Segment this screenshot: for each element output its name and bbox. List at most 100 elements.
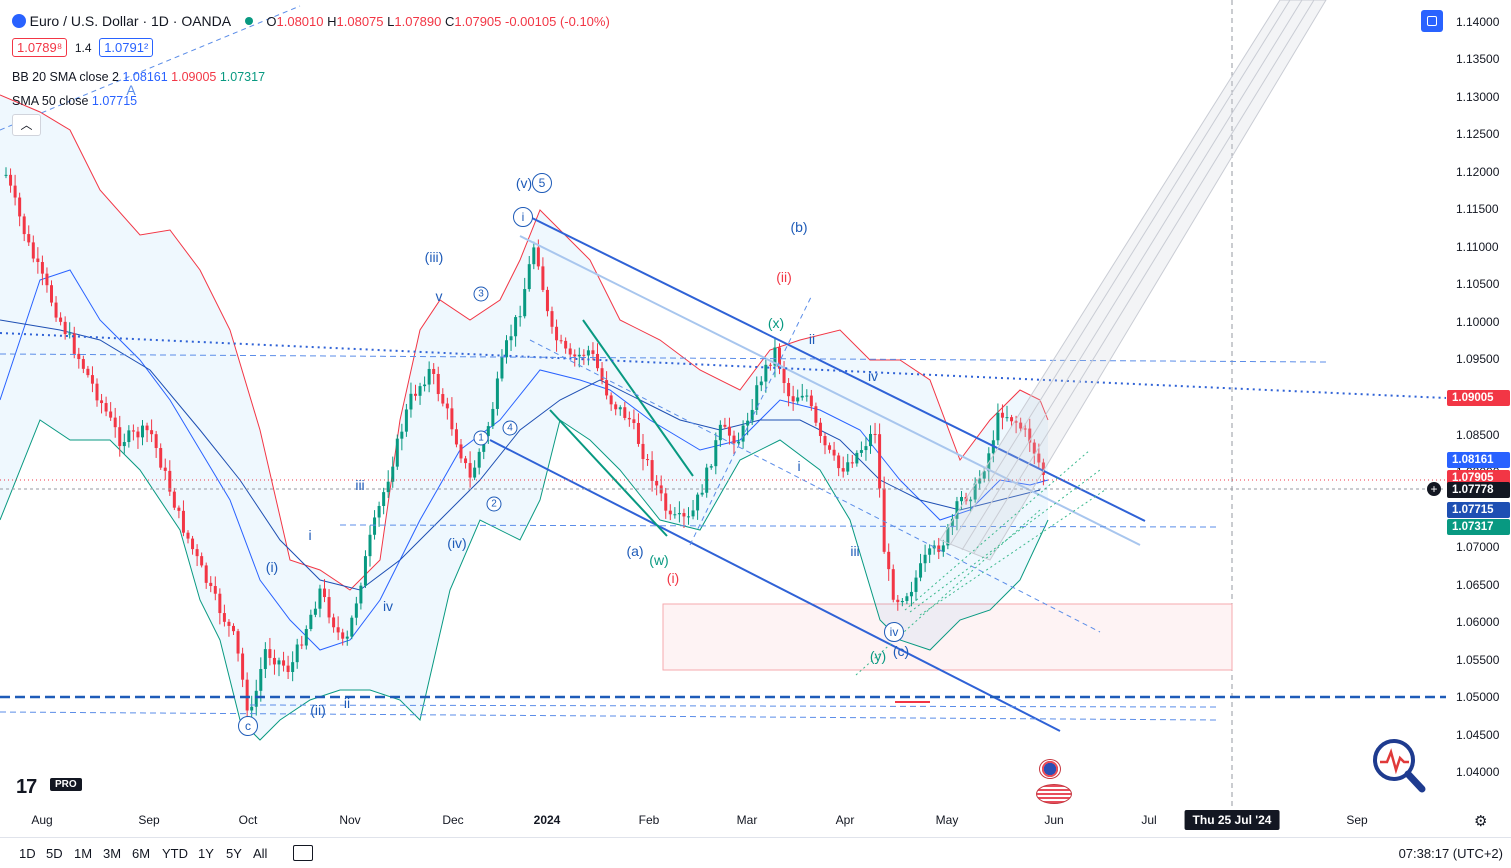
candle-body <box>77 353 81 360</box>
candle-body <box>514 317 518 337</box>
event-flag-icon[interactable] <box>1036 784 1072 804</box>
candle-body <box>837 455 841 469</box>
time-tick: Nov <box>339 813 361 827</box>
object-tree-button[interactable] <box>1421 10 1443 32</box>
timeframe-1d[interactable]: 1D <box>19 846 36 861</box>
candle-body <box>1023 428 1027 430</box>
price-axis[interactable]: 1.14000 1.13500 1.13000 1.12500 1.12000 1.115… <box>1446 0 1511 808</box>
candle-body <box>696 494 700 511</box>
price-tick: 1.08500 <box>1456 428 1500 442</box>
candle-body <box>300 644 304 646</box>
candle-body <box>937 545 941 552</box>
candle-body <box>186 532 190 539</box>
candle-body <box>759 381 763 386</box>
collapse-legend-button[interactable]: ︿ <box>12 114 41 136</box>
candle-body <box>518 316 522 318</box>
close-value: 1.07905 <box>454 14 502 29</box>
candle-body <box>882 488 886 552</box>
gear-icon[interactable]: ⚙ <box>1474 813 1488 830</box>
candle-body <box>209 582 213 587</box>
symbol-title[interactable]: Euro / U.S. Dollar · 1D · OANDA <box>29 13 232 29</box>
candle-body <box>573 354 577 357</box>
candle-body <box>960 496 963 502</box>
candle-body <box>464 458 468 464</box>
price-tick: 1.07000 <box>1456 540 1500 554</box>
timeframe-all[interactable]: All <box>253 846 268 861</box>
candle-body <box>859 450 863 453</box>
bb-legend[interactable]: BB 20 SMA close 2 1.08161 1.09005 1.0731… <box>12 70 265 84</box>
circled-label: 4 <box>502 420 518 436</box>
buy-button[interactable]: 1.0791² <box>99 38 154 57</box>
candle-body <box>477 451 481 468</box>
candle-body <box>973 483 977 500</box>
wave-label: iii <box>850 543 860 559</box>
candle-body <box>100 400 104 404</box>
candle-body <box>436 373 440 395</box>
candle-body <box>163 467 167 471</box>
market-status-icon <box>244 17 253 25</box>
price-tick: 1.14000 <box>1456 15 1500 29</box>
candle-body <box>682 513 686 517</box>
candle-body <box>646 459 650 461</box>
wave-label: (iii) <box>424 249 444 265</box>
timeframe-1m[interactable]: 1M <box>74 846 93 861</box>
price-tick: 1.06000 <box>1456 615 1500 629</box>
candle-body <box>350 617 354 637</box>
candle-body <box>113 417 117 428</box>
candle-body <box>40 262 44 274</box>
candle-body <box>50 285 53 303</box>
candle-body <box>395 438 399 467</box>
sma-legend[interactable]: SMA 50 close 1.07715 <box>12 94 137 108</box>
crosshair-plus-icon[interactable]: + <box>1427 482 1441 496</box>
timeframe-5y[interactable]: 5Y <box>226 846 242 861</box>
candle-body <box>650 460 654 481</box>
event-flag-icon[interactable] <box>1039 759 1061 779</box>
candle-body <box>559 340 563 342</box>
candle-body <box>59 317 63 322</box>
chevron-up-icon: ︿ <box>20 118 33 132</box>
timeframe-5d[interactable]: 5D <box>46 846 63 861</box>
candle-body <box>36 258 40 263</box>
sell-button[interactable]: 1.0789⁸ <box>12 38 68 57</box>
candle-body <box>946 527 950 546</box>
timezone-clock[interactable]: 07:38:17 (UTC+2) <box>1398 846 1503 861</box>
candle-body <box>941 545 945 552</box>
candle-body <box>336 627 340 633</box>
candle-body <box>536 247 540 267</box>
timeframe-1y[interactable]: 1Y <box>198 846 214 861</box>
candle-body <box>950 518 954 528</box>
circled-label: c <box>238 716 258 736</box>
timeframe-6m[interactable]: 6M <box>132 846 151 861</box>
dashed-trend-top <box>0 5 301 131</box>
candle-body <box>577 354 581 357</box>
bollinger-band-fill <box>0 95 1048 740</box>
candle-body <box>723 424 727 427</box>
time-axis[interactable]: Aug Sep Oct Nov Dec 2024 Feb Mar Apr May… <box>0 808 1446 836</box>
candle-body <box>172 491 176 508</box>
candle-body <box>800 395 804 398</box>
candle-body <box>677 513 681 515</box>
candle-body <box>655 480 659 486</box>
candle-body <box>236 631 240 654</box>
candle-body <box>605 380 609 396</box>
magnifier-icon[interactable] <box>1372 738 1426 794</box>
candle-body <box>441 394 445 404</box>
candle-body <box>914 577 918 592</box>
calendar-range-icon[interactable] <box>293 845 313 861</box>
candle-body <box>618 407 622 410</box>
symbol-icon <box>12 14 26 28</box>
demand-zone <box>662 603 1233 671</box>
candle-body <box>245 679 249 711</box>
timeframe-ytd[interactable]: YTD <box>162 846 188 861</box>
time-tick: Sep <box>1346 813 1368 827</box>
low-label: L <box>387 14 395 29</box>
timeframe-3m[interactable]: 3M <box>103 846 122 861</box>
chart-canvas[interactable] <box>0 0 1446 808</box>
candle-body <box>750 409 754 421</box>
price-tick: 1.12000 <box>1456 165 1500 179</box>
wave-label: i <box>308 527 312 543</box>
candle-body <box>1000 412 1004 418</box>
wave-label: ii <box>808 331 816 347</box>
candle-body <box>527 264 531 290</box>
candle-body <box>304 629 308 646</box>
